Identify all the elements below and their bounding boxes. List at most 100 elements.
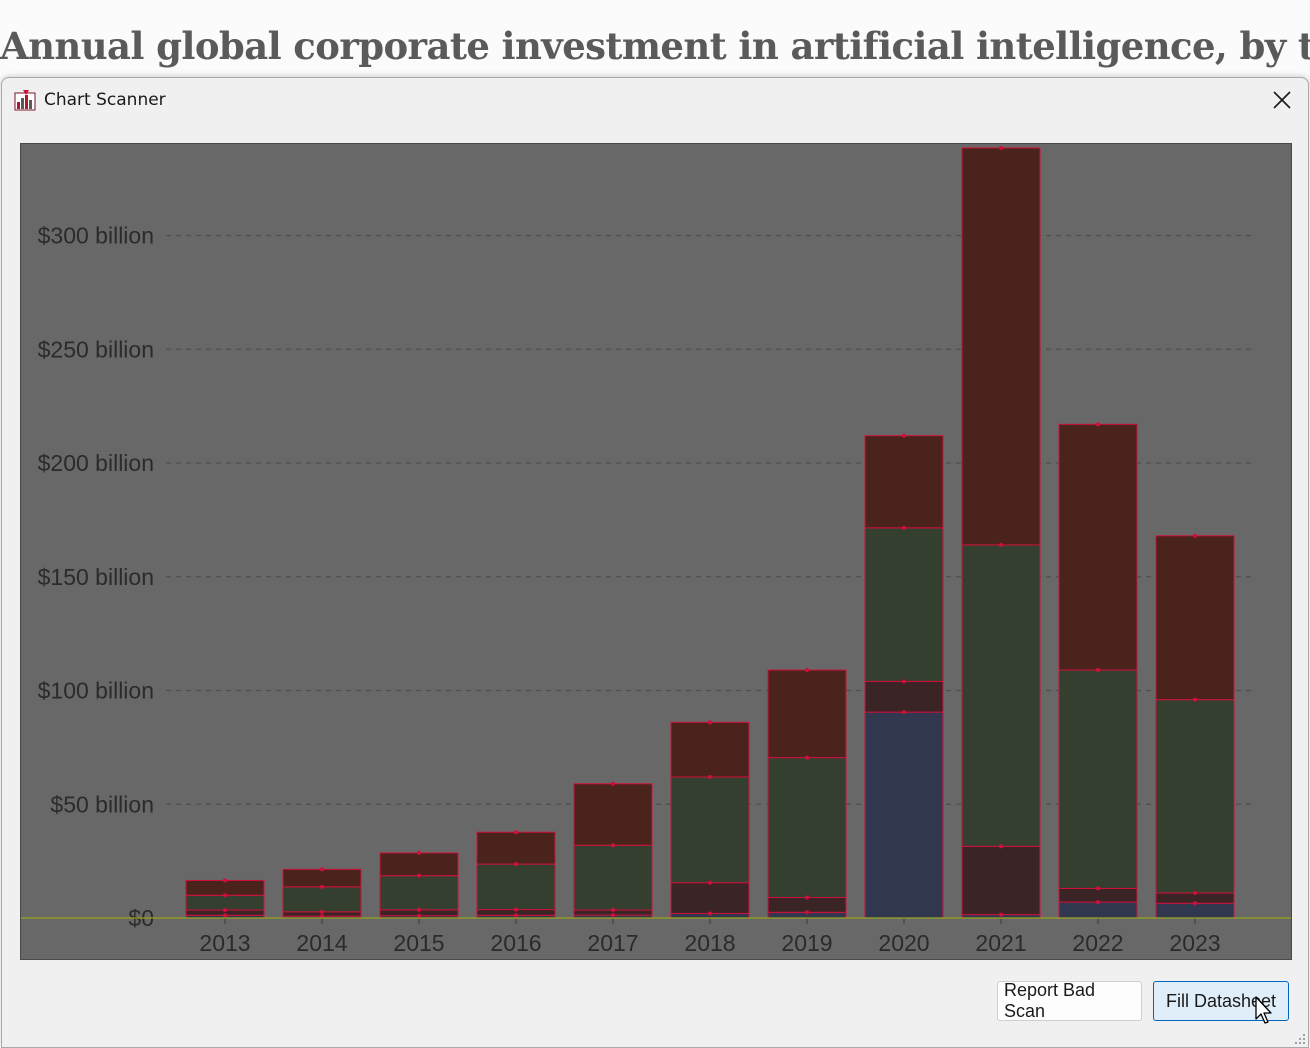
y-tick-label: $300 billion	[38, 223, 154, 249]
bar-segment	[961, 544, 1041, 847]
bar-segment	[1058, 423, 1138, 671]
segment-marker	[708, 774, 712, 779]
bar-segment	[1058, 669, 1138, 889]
segment-marker	[223, 878, 227, 883]
segment-marker	[1193, 533, 1197, 538]
x-tick-label: 2014	[296, 930, 347, 956]
bar-segment	[670, 721, 750, 778]
y-tick-label: $200 billion	[38, 450, 154, 476]
segment-marker	[1193, 697, 1197, 702]
x-tick-label: 2021	[975, 930, 1026, 956]
bar-segment	[185, 879, 265, 896]
resize-grip-icon[interactable]	[1294, 1033, 1306, 1045]
close-icon	[1273, 91, 1291, 109]
x-tick-label: 2015	[393, 930, 444, 956]
segment-marker	[805, 895, 809, 900]
segment-marker	[417, 873, 421, 878]
dialog-titlebar[interactable]: Chart Scanner	[2, 78, 1308, 122]
segment-marker	[1096, 900, 1100, 905]
bar-segment	[573, 844, 653, 911]
bar-segment	[282, 886, 362, 913]
segment-marker	[514, 830, 518, 835]
bar-segment	[961, 147, 1041, 546]
y-tick-label: $250 billion	[38, 336, 154, 362]
segment-marker	[417, 907, 421, 912]
x-tick-label: 2020	[878, 930, 929, 956]
bar-segment	[1058, 887, 1138, 903]
segment-marker	[611, 913, 615, 918]
segment-marker	[999, 844, 1003, 849]
bar-segment	[1058, 901, 1138, 919]
page-title: Annual global corporate investment in ar…	[0, 0, 1310, 90]
bar-segment	[864, 680, 944, 713]
segment-marker	[805, 755, 809, 760]
y-tick-label: $100 billion	[38, 678, 154, 704]
report-bad-scan-button[interactable]: Report Bad Scan	[997, 980, 1142, 1021]
segment-marker	[708, 880, 712, 885]
segment-marker	[902, 679, 906, 684]
bar-segment	[670, 882, 750, 914]
segment-marker	[902, 525, 906, 530]
segment-marker	[611, 908, 615, 913]
segment-marker	[320, 914, 324, 919]
bar-segment	[864, 711, 944, 919]
segment-marker	[320, 909, 324, 914]
bar-segment	[1155, 535, 1235, 701]
y-tick-label: $150 billion	[38, 564, 154, 590]
close-button[interactable]	[1262, 80, 1302, 120]
segment-marker	[902, 710, 906, 715]
x-tick-label: 2019	[781, 930, 832, 956]
bar-segment	[767, 669, 847, 759]
segment-marker	[1193, 901, 1197, 906]
bar-segment	[185, 894, 265, 911]
bar-segment	[864, 435, 944, 529]
bar-segment	[767, 757, 847, 899]
bar-segment	[379, 852, 459, 877]
fill-datasheet-button[interactable]: Fill Datasheet	[1153, 981, 1289, 1021]
bar-segment	[379, 875, 459, 911]
segment-marker	[223, 893, 227, 898]
x-tick-label: 2022	[1072, 930, 1123, 956]
segment-marker	[1096, 422, 1100, 427]
x-tick-label: 2016	[490, 930, 541, 956]
chart-preview: $0 $50 billion $100 billion $150 billion $20…	[20, 143, 1292, 960]
segment-marker	[902, 433, 906, 438]
segment-marker	[417, 850, 421, 855]
bar-segment	[961, 845, 1041, 916]
segment-marker	[514, 907, 518, 912]
bar-segment	[864, 527, 944, 682]
segment-marker	[417, 913, 421, 918]
x-tick-label: 2023	[1169, 930, 1220, 956]
stacked-bar-chart: $0$50 billion$100 billion$150 billion$20…	[21, 145, 1291, 956]
segment-marker	[805, 910, 809, 915]
y-tick-label: $50 billion	[50, 791, 154, 817]
bar-segment	[282, 868, 362, 888]
segment-marker	[1096, 886, 1100, 891]
x-tick-label: 2018	[684, 930, 735, 956]
segment-marker	[999, 912, 1003, 917]
segment-marker	[708, 911, 712, 916]
segment-marker	[320, 867, 324, 872]
x-tick-label: 2013	[199, 930, 250, 956]
segment-marker	[708, 720, 712, 725]
segment-marker	[999, 542, 1003, 547]
segment-marker	[611, 781, 615, 786]
segment-marker	[999, 145, 1003, 150]
segment-marker	[805, 668, 809, 673]
bar-segment	[767, 897, 847, 913]
bar-segment	[1155, 699, 1235, 894]
chart-scanner-dialog: Chart Scanner $0 $50 billion $100 billion $…	[1, 77, 1309, 1048]
chart-scanner-app-icon	[14, 90, 36, 111]
segment-marker	[320, 884, 324, 889]
x-tick-label: 2017	[587, 930, 638, 956]
dialog-title: Chart Scanner	[44, 90, 166, 110]
bar-segment	[476, 831, 556, 865]
bar-segment	[573, 783, 653, 846]
segment-marker	[223, 913, 227, 918]
segment-marker	[514, 913, 518, 918]
segment-marker	[1096, 668, 1100, 673]
segment-marker	[1193, 890, 1197, 895]
segment-marker	[611, 843, 615, 848]
segment-marker	[223, 908, 227, 913]
bar-segment	[476, 863, 556, 911]
